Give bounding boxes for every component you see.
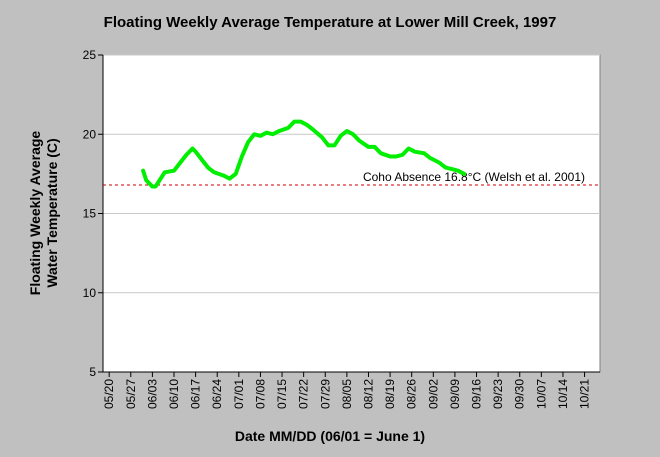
y-axis-label-line: Floating Weekly Average xyxy=(27,131,43,296)
x-tick-label: 06/03 xyxy=(145,379,159,409)
x-tick-label: 06/17 xyxy=(189,379,203,409)
x-tick-label: 10/21 xyxy=(578,379,592,409)
chart-title: Floating Weekly Average Temperature at L… xyxy=(104,14,557,31)
x-tick-label: 09/02 xyxy=(426,379,440,409)
x-tick-label: 07/08 xyxy=(253,379,267,409)
y-tick-label: 10 xyxy=(83,286,97,300)
x-tick-label: 09/23 xyxy=(491,379,505,409)
y-tick-label: 5 xyxy=(89,365,96,379)
x-tick-label: 08/12 xyxy=(361,379,375,409)
x-tick-label: 09/30 xyxy=(513,379,527,409)
x-tick-label: 10/14 xyxy=(556,379,570,409)
x-tick-label: 09/16 xyxy=(470,379,484,409)
x-tick-label: 08/19 xyxy=(383,379,397,409)
x-axis-label: Date MM/DD (06/01 = June 1) xyxy=(235,428,425,444)
data-line xyxy=(141,119,467,189)
x-tick-label: 05/27 xyxy=(124,379,138,409)
x-tick-label: 07/15 xyxy=(275,379,289,409)
x-tick-label: 06/24 xyxy=(210,379,224,409)
x-tick-label: 09/09 xyxy=(448,379,462,409)
y-tick-label: 15 xyxy=(83,207,97,221)
x-tick-label: 07/01 xyxy=(232,379,246,409)
y-axis-label: Floating Weekly Average Water Temperatur… xyxy=(27,131,60,296)
x-tick-label: 07/29 xyxy=(318,379,332,409)
x-tick-label: 10/07 xyxy=(534,379,548,409)
y-axis-label-line: Water Temperature (C) xyxy=(44,138,60,287)
reference-label: Coho Absence 16.8°C (Welsh et al. 2001) xyxy=(363,170,585,184)
x-tick-label: 07/22 xyxy=(297,379,311,409)
y-tick-label: 20 xyxy=(83,127,97,141)
x-tick-label: 06/10 xyxy=(167,379,181,409)
x-tick-label: 08/05 xyxy=(340,379,354,409)
x-tick-label: 08/26 xyxy=(405,379,419,409)
y-tick-label: 25 xyxy=(83,48,97,62)
x-tick-label: 05/20 xyxy=(102,379,116,409)
